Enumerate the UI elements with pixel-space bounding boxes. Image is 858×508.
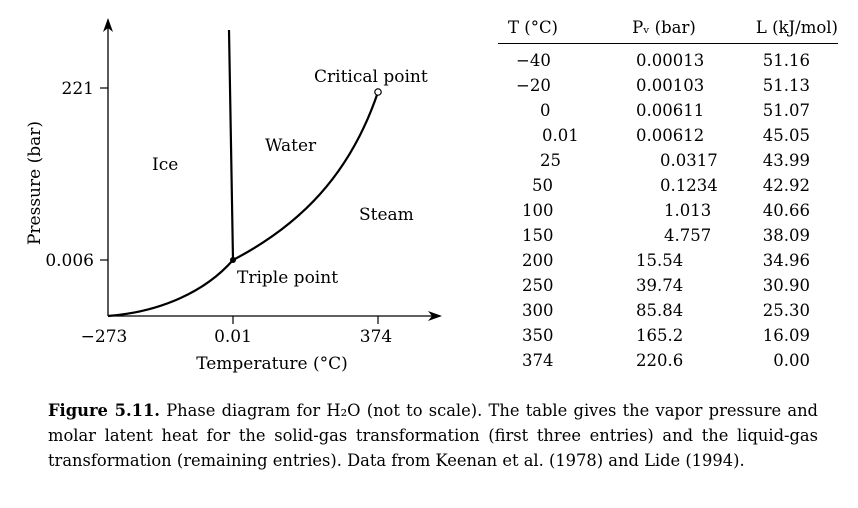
- cell-pressure: 39.74: [636, 276, 684, 295]
- cell-temperature: −40: [516, 51, 551, 70]
- header-temperature: T (°C): [498, 14, 600, 44]
- cell-pressure: 165.2: [636, 326, 684, 345]
- table-header-row: T (°C) Pᵥ (bar) L (kJ/mol): [498, 14, 838, 44]
- cell-pressure: 85.84: [636, 301, 684, 320]
- cell-latent-heat: 25.30: [762, 301, 810, 320]
- cell-latent-heat: 45.05: [762, 126, 810, 145]
- table-row: 350 165.2 16.09: [498, 323, 838, 348]
- header-latent-heat: L (kJ/mol): [728, 14, 838, 44]
- cell-temperature: −20: [516, 76, 551, 95]
- figure-number: Figure 5.11.: [48, 401, 160, 420]
- region-ice-label: Ice: [152, 155, 178, 175]
- vaporization-curve: [232, 91, 380, 261]
- cell-pressure: 15.54: [636, 251, 684, 270]
- cell-pressure: 0.0317: [660, 151, 718, 170]
- triple-point-marker: [230, 257, 236, 263]
- table-row: 0 0.00611 51.07: [498, 98, 838, 123]
- figure-caption: Figure 5.11. Phase diagram for H₂O (not …: [48, 398, 818, 473]
- cell-temperature: 200: [522, 251, 554, 270]
- y-axis-title: Pressure (bar): [25, 121, 45, 245]
- table-row: 25 0.0317 43.99: [498, 148, 838, 173]
- cell-latent-heat: 42.92: [762, 176, 810, 195]
- sublimation-curve: [107, 259, 234, 318]
- table-row: 300 85.84 25.30: [498, 298, 838, 323]
- y-tick-label-221: 221: [62, 79, 94, 99]
- cell-pressure: 0.00013: [636, 51, 705, 70]
- table-row: 150 4.757 38.09: [498, 223, 838, 248]
- cell-latent-heat: 51.07: [762, 101, 810, 120]
- cell-pressure: 0.00612: [636, 126, 705, 145]
- x-tick-label-374: 374: [360, 327, 392, 347]
- cell-latent-heat: 0.00: [773, 351, 810, 370]
- vapor-pressure-table: T (°C) Pᵥ (bar) L (kJ/mol) −40 0.00013 51.…: [498, 14, 838, 373]
- cell-temperature: 0.01: [542, 126, 579, 145]
- table-row: −20 0.00103 51.13: [498, 73, 838, 98]
- cell-latent-heat: 40.66: [762, 201, 810, 220]
- cell-pressure: 0.00611: [636, 101, 705, 120]
- cell-pressure: 220.6: [636, 351, 684, 370]
- cell-latent-heat: 38.09: [762, 226, 810, 245]
- phase-diagram: 221 0.006 −273 0.01 374 Temperature (°C)…: [25, 18, 442, 374]
- cell-pressure: 0.00103: [636, 76, 705, 95]
- cell-temperature: 250: [522, 276, 554, 295]
- triple-point-label: Triple point: [237, 268, 338, 288]
- caption-text: Phase diagram for H₂O (not to scale). Th…: [48, 401, 818, 470]
- table-row: 200 15.54 34.96: [498, 248, 838, 273]
- table-row: 250 39.74 30.90: [498, 273, 838, 298]
- cell-temperature: 25: [540, 151, 561, 170]
- table-row: 0.01 0.00612 45.05: [498, 123, 838, 148]
- cell-latent-heat: 51.16: [762, 51, 810, 70]
- cell-latent-heat: 30.90: [762, 276, 810, 295]
- cell-latent-heat: 34.96: [762, 251, 810, 270]
- table-row: 100 1.013 40.66: [498, 198, 838, 223]
- cell-temperature: 300: [522, 301, 554, 320]
- region-water-label: Water: [265, 136, 317, 156]
- cell-temperature: 0: [540, 101, 551, 120]
- cell-pressure: 0.1234: [660, 176, 718, 195]
- cell-temperature: 100: [522, 201, 554, 220]
- cell-pressure: 4.757: [664, 226, 712, 245]
- region-steam-label: Steam: [359, 205, 414, 225]
- cell-temperature: 374: [522, 351, 554, 370]
- cell-temperature: 150: [522, 226, 554, 245]
- cell-temperature: 350: [522, 326, 554, 345]
- cell-pressure: 1.013: [664, 201, 712, 220]
- critical-point-marker: [374, 88, 382, 96]
- table-body: −40 0.00013 51.16 −20 0.00103 51.13 0 0.00611 51…: [498, 44, 838, 374]
- cell-temperature: 50: [532, 176, 553, 195]
- melting-curve: [227, 29, 235, 261]
- header-pressure: Pᵥ (bar): [600, 14, 728, 44]
- critical-point-label: Critical point: [314, 67, 428, 87]
- table-row: −40 0.00013 51.16: [498, 44, 838, 74]
- cell-latent-heat: 43.99: [762, 151, 810, 170]
- x-tick-label-001: 0.01: [214, 327, 252, 347]
- x-axis-title: Temperature (°C): [196, 354, 348, 374]
- cell-latent-heat: 16.09: [762, 326, 810, 345]
- cell-latent-heat: 51.13: [762, 76, 810, 95]
- table-row: 374 220.6 0.00: [498, 348, 838, 373]
- table-row: 50 0.1234 42.92: [498, 173, 838, 198]
- y-tick-label-0006: 0.006: [45, 251, 94, 271]
- x-tick-label-neg273: −273: [81, 327, 128, 347]
